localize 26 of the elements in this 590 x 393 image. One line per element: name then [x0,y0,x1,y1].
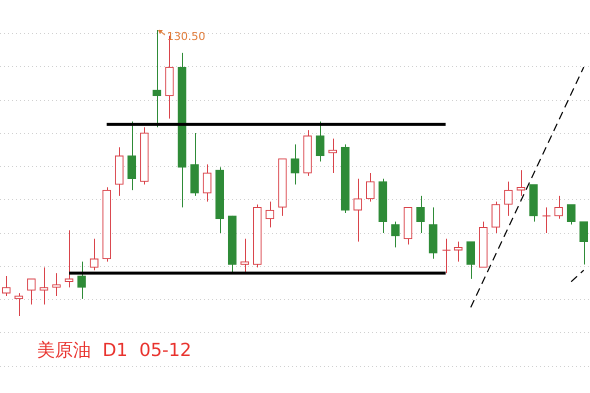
candlestick [542,206,551,234]
candlestick [64,230,74,288]
candlestick [454,241,463,262]
candlestick [466,241,476,280]
candlestick [579,221,588,266]
candlestick [202,164,212,202]
candlestick [516,170,526,196]
annotation: 130.50 [166,30,206,43]
candlestick [366,172,375,202]
candlestick [504,181,513,216]
candlestick [290,144,300,185]
candlestick [14,292,24,316]
candlestick [240,238,250,274]
candlestick [52,272,61,296]
candlestick [492,201,500,234]
text: 美原油 D1 05-12 [37,339,192,362]
candlestick [316,121,324,162]
candlestick [442,238,451,274]
candlestick [127,121,136,191]
candlestick [90,238,98,271]
candlestick [416,195,425,234]
candlestick [266,201,274,228]
candlestick [40,266,48,306]
candlestick [353,178,362,242]
candlestick [566,204,576,225]
candlestick [328,138,337,174]
